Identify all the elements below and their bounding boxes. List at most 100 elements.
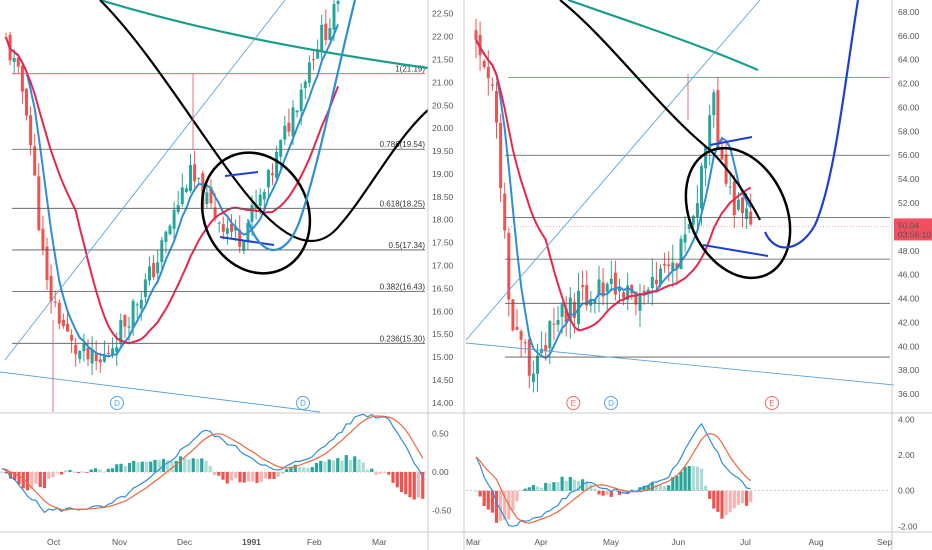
candle-body (242, 241, 246, 251)
candle-body (642, 290, 646, 293)
candle-body (482, 61, 486, 68)
candle-body (728, 186, 732, 188)
candle-body (180, 187, 184, 205)
signal-line (475, 432, 752, 524)
dividend-marker-label: D (300, 399, 306, 408)
macd-histogram-bar (382, 472, 387, 473)
macd-histogram-bar (297, 466, 302, 472)
candle-body (503, 193, 507, 231)
candle-body (515, 327, 519, 330)
candle-body (332, 4, 336, 30)
macd-histogram-bar (374, 472, 378, 475)
macd-histogram-bar (650, 482, 654, 491)
macd-histogram-bar (72, 471, 76, 473)
macd-histogram-bar (208, 465, 212, 472)
right-price-panel[interactable]: 36.0038.0040.0042.0044.0046.0048.0050.00… (465, 0, 932, 547)
macd-histogram-bar (745, 490, 749, 506)
macd-histogram-bar (716, 490, 720, 512)
candle-body (691, 215, 695, 225)
candle-body (135, 304, 139, 306)
macd-histogram-bar (323, 461, 327, 472)
projection-segment (224, 171, 259, 177)
macd-histogram-bar (251, 472, 255, 482)
candle-body (307, 62, 311, 83)
right-indicator-panel[interactable]: 4.00 2.00 0.00 -2.00 (466, 414, 918, 531)
candle-body (197, 177, 201, 179)
macd-histogram-bar (272, 472, 276, 479)
candle-body (511, 299, 515, 331)
macd-histogram-bar (605, 490, 609, 496)
candle-body (507, 232, 511, 300)
candle-body (295, 110, 299, 113)
price-tick-label: 56.00 (898, 150, 920, 160)
candle-body (324, 23, 328, 41)
fib-level-label: 1(21.19) (395, 65, 425, 74)
macd-histogram-bar (654, 484, 658, 491)
candle-body (127, 326, 131, 328)
macd-histogram-bar (503, 490, 507, 520)
price-projection-path (763, 0, 860, 249)
candle-body (66, 323, 69, 332)
earnings-marker (764, 396, 779, 410)
macd-histogram-bar (531, 485, 535, 491)
trendline-ascending (4, 0, 286, 361)
macd-histogram-bar (708, 490, 712, 499)
candle-body (45, 246, 49, 280)
candle-body (708, 115, 712, 150)
macd-histogram-bar (47, 472, 51, 480)
fib-level-label: 0.618(18.25) (380, 199, 426, 208)
macd-histogram-bar (25, 472, 30, 491)
candle-body (683, 234, 687, 243)
candle-body (41, 228, 45, 250)
candle-body (119, 320, 123, 344)
price-tick-label: 15.50 (432, 329, 454, 339)
macd-histogram-bar (494, 490, 499, 523)
moving-average-mid (5, 37, 340, 345)
macd-histogram-bar (378, 472, 382, 474)
price-tick-label: 15.00 (432, 352, 454, 362)
price-tick-label: 68.00 (898, 7, 920, 17)
candle-body (622, 292, 626, 299)
candle-body (745, 208, 749, 219)
macd-histogram-bar (646, 485, 650, 491)
macd-histogram-bar (212, 472, 217, 476)
indicator-tick-label: 0.00 (432, 467, 449, 477)
price-tick-label: 66.00 (898, 31, 920, 41)
earnings-marker-label: E (571, 399, 576, 408)
candle-body (90, 349, 94, 364)
candle-body (328, 28, 332, 41)
candle-body (184, 188, 188, 192)
macd-histogram-bar (217, 472, 221, 476)
macd-line (1, 413, 424, 514)
macd-histogram-bar (395, 472, 399, 488)
macd-histogram-bar (85, 472, 89, 473)
price-tick-label: 22.50 (432, 9, 454, 19)
candle-body (712, 92, 716, 116)
macd-histogram-bar (387, 472, 391, 475)
candle-body (486, 66, 490, 79)
macd-histogram-bar (408, 472, 412, 498)
macd-histogram-bar (535, 486, 540, 491)
candle-body (695, 203, 699, 218)
hand-drawn-curve (99, 0, 429, 243)
left-indicator-panel[interactable]: 0.50 0.00 -0.50 (0, 413, 452, 516)
candle-body (531, 373, 535, 382)
time-tick-label: Apr (535, 537, 548, 547)
price-tick-label: 48.00 (898, 246, 920, 256)
candle-body (675, 263, 679, 269)
macd-histogram-bar (361, 462, 365, 472)
price-tick-label: 46.00 (898, 270, 920, 280)
macd-histogram-bar (560, 476, 564, 491)
fib-level-label: 0.236(15.30) (380, 334, 426, 343)
macd-histogram-bar (187, 459, 191, 472)
left-price-panel[interactable]: 14.00 14.50 15.00 15.50 16.00 16.50 17.00 17.50… (0, 0, 454, 547)
candle-body (667, 264, 671, 267)
macd-histogram-bar (699, 468, 704, 491)
macd-histogram-bar (728, 490, 732, 513)
macd-histogram-bar (59, 472, 64, 475)
macd-histogram-bar (51, 472, 55, 478)
macd-histogram-bar (183, 457, 187, 472)
macd-histogram-bar (732, 490, 736, 509)
candle-body (131, 300, 135, 329)
last-price-tag (894, 218, 932, 241)
